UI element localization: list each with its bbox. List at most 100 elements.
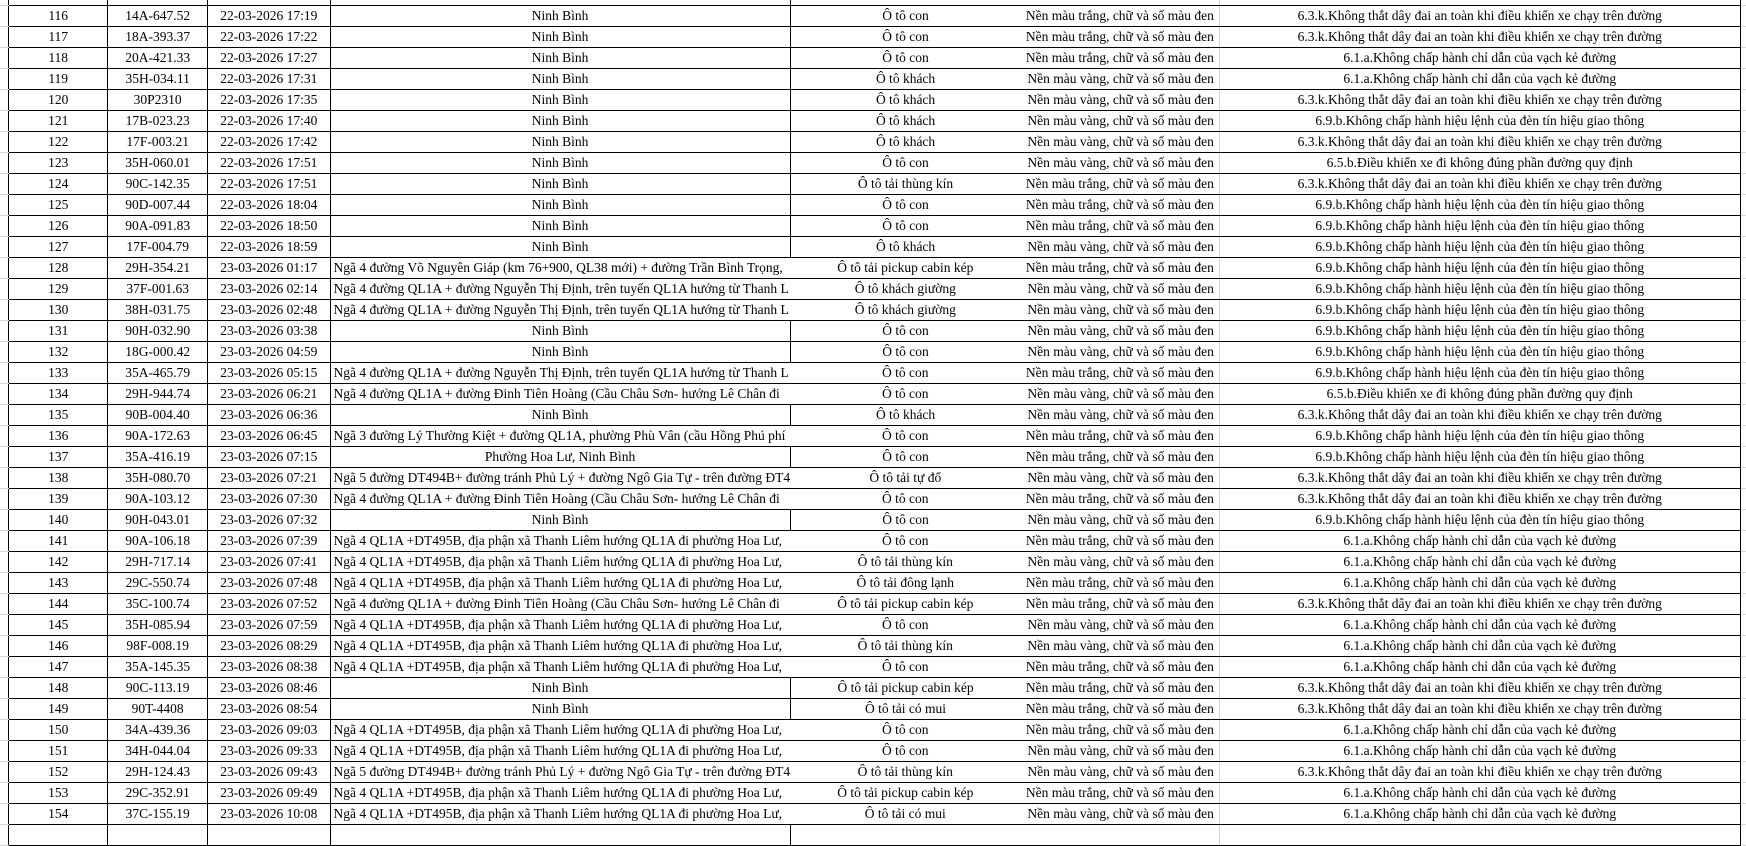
plate-color-cell[interactable]: Nền màu trắng, chữ và số màu đen bbox=[1020, 361, 1220, 384]
violation-time-cell[interactable] bbox=[207, 823, 331, 846]
violation-location-cell[interactable]: Ninh Bình bbox=[330, 340, 791, 363]
plate-color-cell[interactable]: Nền màu trắng, chữ và số màu đen bbox=[1020, 256, 1220, 279]
license-plate-cell[interactable]: 90A-106.18 bbox=[107, 529, 209, 552]
violation-description-cell[interactable]: 6.9.b.Không chấp hành hiệu lệnh của đèn … bbox=[1219, 235, 1741, 258]
vehicle-type-cell[interactable]: Ô tô con bbox=[790, 4, 1021, 27]
violation-description-cell[interactable]: 6.3.k.Không thắt dây đai an toàn khi điề… bbox=[1219, 403, 1741, 426]
row-number-cell[interactable]: 118 bbox=[8, 46, 109, 69]
violation-location-cell[interactable]: Ngã 4 đường QL1A + đường Đinh Tiên Hoàng… bbox=[330, 592, 791, 615]
violation-location-cell[interactable]: Ngã 5 đường DT494B+ đường tránh Phủ Lý +… bbox=[330, 760, 791, 783]
license-plate-cell[interactable]: 35H-034.11 bbox=[107, 67, 209, 90]
violation-time-cell[interactable]: 23-03-2026 09:33 bbox=[207, 739, 331, 762]
violation-description-cell[interactable]: 6.3.k.Không thắt dây đai an toàn khi điề… bbox=[1219, 25, 1741, 48]
violation-description-cell[interactable]: 6.1.a.Không chấp hành chỉ dẫn của vạch k… bbox=[1219, 739, 1741, 762]
license-plate-cell[interactable]: 90B-004.40 bbox=[107, 403, 209, 426]
violation-time-cell[interactable]: 23-03-2026 09:03 bbox=[207, 718, 331, 741]
license-plate-cell[interactable]: 35H-060.01 bbox=[107, 151, 209, 174]
plate-color-cell[interactable]: Nền màu trắng, chữ và số màu đen bbox=[1020, 697, 1220, 720]
license-plate-cell[interactable]: 20A-421.33 bbox=[107, 46, 209, 69]
row-number-cell[interactable]: 124 bbox=[8, 172, 109, 195]
vehicle-type-cell[interactable]: Ô tô con bbox=[790, 529, 1021, 552]
violation-description-cell[interactable]: 6.1.a.Không chấp hành chỉ dẫn của vạch k… bbox=[1219, 46, 1741, 69]
vehicle-type-cell[interactable]: Ô tô con bbox=[790, 361, 1021, 384]
license-plate-cell[interactable]: 37C-155.19 bbox=[107, 802, 209, 825]
violation-time-cell[interactable]: 22-03-2026 17:40 bbox=[207, 109, 331, 132]
vehicle-type-cell[interactable]: Ô tô tải pickup cabin kép bbox=[790, 676, 1021, 699]
plate-color-cell[interactable]: Nền màu trắng, chữ và số màu đen bbox=[1020, 676, 1220, 699]
violation-location-cell[interactable]: Ngã 3 đường Lý Thường Kiệt + đường QL1A,… bbox=[330, 424, 791, 447]
license-plate-cell[interactable]: 35H-080.70 bbox=[107, 466, 209, 489]
vehicle-type-cell[interactable]: Ô tô khách bbox=[790, 88, 1021, 111]
plate-color-cell[interactable]: Nền màu vàng, chữ và số màu đen bbox=[1020, 550, 1220, 573]
plate-color-cell[interactable]: Nền màu trắng, chữ và số màu đen bbox=[1020, 571, 1220, 594]
vehicle-type-cell[interactable]: Ô tô khách bbox=[790, 235, 1021, 258]
plate-color-cell[interactable]: Nền màu vàng, chữ và số màu đen bbox=[1020, 340, 1220, 363]
row-number-cell[interactable] bbox=[8, 823, 109, 846]
plate-color-cell[interactable]: Nền màu trắng, chữ và số màu đen bbox=[1020, 4, 1220, 27]
violation-time-cell[interactable]: 22-03-2026 17:19 bbox=[207, 4, 331, 27]
violation-location-cell[interactable]: Ninh Bình bbox=[330, 151, 791, 174]
violation-description-cell[interactable]: 6.1.a.Không chấp hành chỉ dẫn của vạch k… bbox=[1219, 571, 1741, 594]
plate-color-cell[interactable]: Nền màu trắng, chữ và số màu đen bbox=[1020, 445, 1220, 468]
vehicle-type-cell[interactable]: Ô tô con bbox=[790, 655, 1021, 678]
violation-description-cell[interactable]: 6.1.a.Không chấp hành chỉ dẫn của vạch k… bbox=[1219, 634, 1741, 657]
violation-description-cell[interactable]: 6.3.k.Không thắt dây đai an toàn khi điề… bbox=[1219, 487, 1741, 510]
license-plate-cell[interactable]: 90A-091.83 bbox=[107, 214, 209, 237]
violation-time-cell[interactable]: 22-03-2026 17:22 bbox=[207, 25, 331, 48]
violation-location-cell[interactable]: Ninh Bình bbox=[330, 172, 791, 195]
violation-description-cell[interactable]: 6.1.a.Không chấp hành chỉ dẫn của vạch k… bbox=[1219, 67, 1741, 90]
violation-time-cell[interactable]: 23-03-2026 02:48 bbox=[207, 298, 331, 321]
plate-color-cell[interactable]: Nền màu vàng, chữ và số màu đen bbox=[1020, 613, 1220, 636]
violation-time-cell[interactable]: 23-03-2026 03:38 bbox=[207, 319, 331, 342]
vehicle-type-cell[interactable] bbox=[790, 823, 1021, 846]
violation-location-cell[interactable]: Ngã 4 QL1A +DT495B, địa phận xã Thanh Li… bbox=[330, 718, 791, 741]
violation-location-cell[interactable]: Ngã 4 QL1A +DT495B, địa phận xã Thanh Li… bbox=[330, 655, 791, 678]
violation-description-cell[interactable]: 6.5.b.Điều khiển xe đi không đúng phần đ… bbox=[1219, 382, 1741, 405]
violation-time-cell[interactable]: 23-03-2026 07:41 bbox=[207, 550, 331, 573]
row-number-cell[interactable]: 130 bbox=[8, 298, 109, 321]
violation-time-cell[interactable]: 23-03-2026 07:39 bbox=[207, 529, 331, 552]
violation-description-cell[interactable]: 6.9.b.Không chấp hành hiệu lệnh của đèn … bbox=[1219, 256, 1741, 279]
row-number-cell[interactable]: 145 bbox=[8, 613, 109, 636]
license-plate-cell[interactable]: 35A-145.35 bbox=[107, 655, 209, 678]
license-plate-cell[interactable]: 90A-103.12 bbox=[107, 487, 209, 510]
violation-location-cell[interactable]: Ninh Bình bbox=[330, 130, 791, 153]
violation-time-cell[interactable]: 23-03-2026 08:38 bbox=[207, 655, 331, 678]
violation-location-cell[interactable]: Ngã 4 đường QL1A + đường Nguyễn Thị Định… bbox=[330, 277, 791, 300]
plate-color-cell[interactable]: Nền màu vàng, chữ và số màu đen bbox=[1020, 802, 1220, 825]
vehicle-type-cell[interactable]: Ô tô con bbox=[790, 508, 1021, 531]
violation-time-cell[interactable]: 22-03-2026 17:35 bbox=[207, 88, 331, 111]
license-plate-cell[interactable]: 35A-416.19 bbox=[107, 445, 209, 468]
vehicle-type-cell[interactable]: Ô tô con bbox=[790, 487, 1021, 510]
row-number-cell[interactable]: 133 bbox=[8, 361, 109, 384]
license-plate-cell[interactable]: 90C-113.19 bbox=[107, 676, 209, 699]
violation-location-cell[interactable]: Ngã 4 đường QL1A + đường Đinh Tiên Hoàng… bbox=[330, 382, 791, 405]
plate-color-cell[interactable]: Nền màu trắng, chữ và số màu đen bbox=[1020, 193, 1220, 216]
license-plate-cell[interactable]: 38H-031.75 bbox=[107, 298, 209, 321]
license-plate-cell[interactable]: 35A-465.79 bbox=[107, 361, 209, 384]
vehicle-type-cell[interactable]: Ô tô tải thùng kín bbox=[790, 172, 1021, 195]
vehicle-type-cell[interactable]: Ô tô khách bbox=[790, 67, 1021, 90]
violation-time-cell[interactable]: 23-03-2026 04:59 bbox=[207, 340, 331, 363]
vehicle-type-cell[interactable]: Ô tô tải đông lạnh bbox=[790, 571, 1021, 594]
license-plate-cell[interactable]: 35H-085.94 bbox=[107, 613, 209, 636]
violation-location-cell[interactable]: Ninh Bình bbox=[330, 319, 791, 342]
row-number-cell[interactable]: 131 bbox=[8, 319, 109, 342]
violation-time-cell[interactable]: 22-03-2026 17:42 bbox=[207, 130, 331, 153]
row-number-cell[interactable]: 136 bbox=[8, 424, 109, 447]
plate-color-cell[interactable]: Nền màu trắng, chữ và số màu đen bbox=[1020, 718, 1220, 741]
row-number-cell[interactable]: 144 bbox=[8, 592, 109, 615]
license-plate-cell[interactable]: 14A-647.52 bbox=[107, 4, 209, 27]
vehicle-type-cell[interactable]: Ô tô con bbox=[790, 613, 1021, 636]
plate-color-cell[interactable]: Nền màu vàng, chữ và số màu đen bbox=[1020, 466, 1220, 489]
violation-time-cell[interactable]: 22-03-2026 17:27 bbox=[207, 46, 331, 69]
violation-time-cell[interactable]: 23-03-2026 07:15 bbox=[207, 445, 331, 468]
plate-color-cell[interactable]: Nền màu trắng, chữ và số màu đen bbox=[1020, 46, 1220, 69]
violation-description-cell[interactable]: 6.1.a.Không chấp hành chỉ dẫn của vạch k… bbox=[1219, 529, 1741, 552]
violation-description-cell[interactable]: 6.3.k.Không thắt dây đai an toàn khi điề… bbox=[1219, 592, 1741, 615]
violation-time-cell[interactable]: 23-03-2026 09:43 bbox=[207, 760, 331, 783]
vehicle-type-cell[interactable]: Ô tô tải có mui bbox=[790, 802, 1021, 825]
violation-location-cell[interactable]: Ninh Bình bbox=[330, 403, 791, 426]
violation-location-cell[interactable]: Ninh Bình bbox=[330, 25, 791, 48]
violation-description-cell[interactable]: 6.1.a.Không chấp hành chỉ dẫn của vạch k… bbox=[1219, 550, 1741, 573]
